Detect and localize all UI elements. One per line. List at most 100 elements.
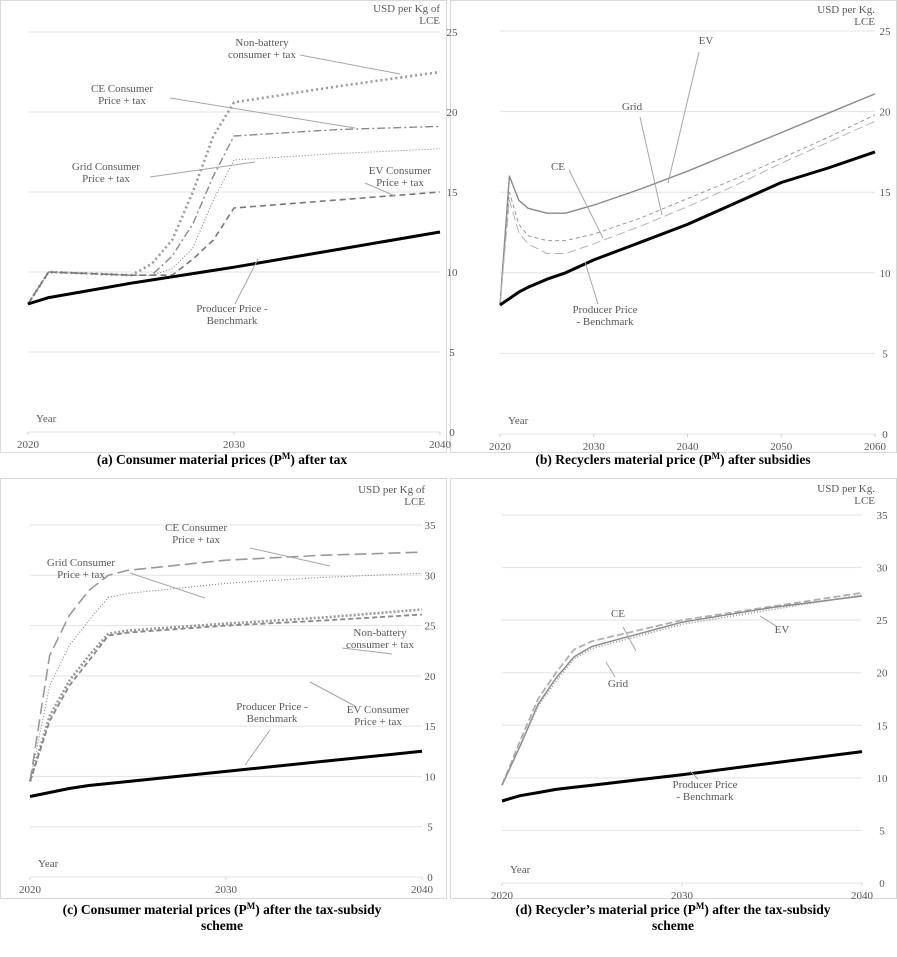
leader-line — [169, 97, 356, 129]
x-tick-label: 2020 — [491, 890, 514, 902]
x-tick-label: 2030 — [223, 439, 246, 451]
y-tick-label: 25 — [447, 27, 459, 39]
y-tick-label: 15 — [447, 187, 459, 199]
annotation: Producer Price — [672, 779, 737, 791]
caption: (a) Consumer material prices (PM) after … — [97, 451, 347, 467]
leader-line — [341, 647, 393, 655]
caption-part: M — [712, 451, 721, 461]
annotation: CE Consumer — [165, 522, 227, 534]
annotation: Price + tax — [82, 173, 130, 185]
annotation: EV Consumer — [369, 165, 432, 177]
series-line — [27, 230, 441, 306]
y-tick-label: 10 — [877, 773, 889, 785]
annotation: CE — [611, 608, 625, 620]
leader-line — [149, 161, 256, 178]
caption-part: scheme — [652, 918, 694, 933]
caption-part: M — [696, 901, 705, 911]
y-tick-label: 35 — [877, 510, 889, 522]
y-axis-label: LCE — [419, 15, 440, 27]
x-tick-label: 2020 — [17, 439, 40, 451]
leader-line — [605, 661, 616, 678]
caption-part: scheme — [201, 918, 243, 933]
series-line — [29, 613, 423, 782]
y-tick-label: 25 — [425, 621, 437, 633]
x-axis-label: Year — [36, 413, 57, 425]
leader-line — [759, 615, 777, 627]
series-line — [29, 572, 423, 782]
series-line — [501, 595, 863, 786]
leader-line — [364, 182, 396, 197]
series-line — [501, 591, 863, 786]
y-tick-label: 35 — [425, 520, 437, 532]
y-tick-label: 15 — [425, 721, 437, 733]
y-tick-label: 15 — [880, 187, 892, 199]
y-tick-label: 5 — [427, 822, 433, 834]
panel-frame — [0, 0, 447, 453]
caption: scheme — [201, 918, 243, 933]
series-line — [26, 70, 441, 305]
series-line — [501, 750, 863, 803]
leader-line — [299, 54, 401, 75]
annotation: CE Consumer — [91, 83, 153, 95]
y-tick-label: 30 — [877, 563, 889, 575]
leader-line — [584, 261, 599, 305]
series-line — [499, 114, 876, 306]
leader-line — [244, 729, 271, 766]
y-axis-label: LCE — [404, 496, 425, 508]
caption-part: (c) Consumer material prices (P — [63, 902, 247, 917]
caption-part: ) after tax — [290, 452, 347, 467]
y-tick-label: 25 — [880, 26, 892, 38]
y-tick-label: 15 — [877, 720, 889, 732]
series-line — [27, 191, 441, 305]
y-tick-label: 10 — [880, 268, 892, 280]
annotation: - Benchmark — [576, 316, 634, 328]
leader-line — [234, 258, 259, 305]
leader-line — [639, 116, 663, 216]
y-tick-label: 20 — [880, 107, 892, 119]
y-tick-label: 10 — [425, 771, 437, 783]
annotation: consumer + tax — [228, 49, 296, 61]
annotation: Producer Price — [572, 304, 637, 316]
leader-line — [249, 547, 331, 567]
caption: (c) Consumer material prices (PM) after … — [63, 901, 382, 917]
series-line — [499, 150, 876, 307]
x-tick-label: 2030 — [671, 890, 694, 902]
x-tick-label: 2040 — [851, 890, 874, 902]
annotation: Price + tax — [57, 569, 105, 581]
y-tick-label: 0 — [882, 429, 888, 441]
y-tick-label: 20 — [425, 671, 437, 683]
leader-line — [689, 770, 699, 780]
y-axis-label: USD per Kg. — [817, 4, 875, 16]
y-tick-label: 0 — [427, 872, 433, 884]
x-tick-label: 2030 — [583, 441, 606, 453]
caption-part: M — [247, 901, 256, 911]
leader-line — [568, 169, 604, 239]
y-axis-label: LCE — [854, 16, 875, 28]
y-tick-label: 0 — [449, 427, 455, 439]
y-tick-label: 20 — [447, 107, 459, 119]
y-axis-label: USD per Kg of — [358, 484, 425, 496]
x-tick-label: 2050 — [770, 441, 793, 453]
annotation: Price + tax — [172, 534, 220, 546]
x-axis-label: Year — [508, 415, 529, 427]
caption-part: ) after the tax-subsidy — [704, 902, 830, 917]
y-tick-label: 5 — [882, 348, 888, 360]
x-axis-label: Year — [38, 858, 59, 870]
y-tick-label: 5 — [449, 347, 455, 359]
annotation: EV Consumer — [347, 704, 410, 716]
annotation: Non-battery — [353, 627, 407, 639]
annotation: EV — [699, 35, 714, 47]
x-tick-label: 2040 — [429, 439, 452, 451]
annotation: Price + tax — [354, 716, 402, 728]
x-tick-label: 2020 — [19, 884, 42, 896]
x-tick-label: 2060 — [864, 441, 887, 453]
caption-part: (a) Consumer material prices (P — [97, 452, 282, 467]
x-axis-label: Year — [510, 864, 531, 876]
caption: (b) Recyclers material price (PM) after … — [535, 451, 810, 467]
annotation: consumer + tax — [346, 639, 414, 651]
caption-part: ) after the tax-subsidy — [255, 902, 381, 917]
annotation: EV — [775, 624, 790, 636]
series-line — [499, 93, 876, 306]
y-axis-label: USD per Kg of — [373, 3, 440, 15]
series-line — [29, 551, 423, 782]
